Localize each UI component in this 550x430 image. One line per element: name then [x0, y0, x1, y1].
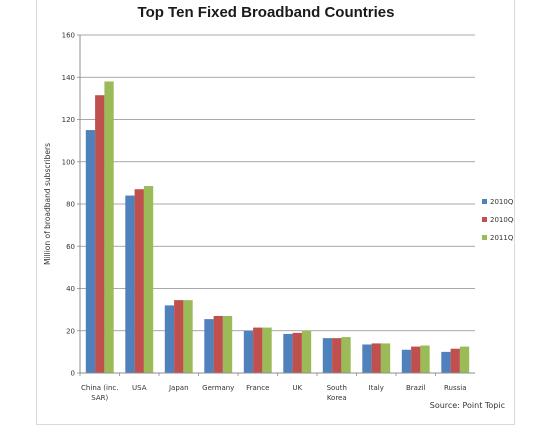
- bar-2010q1: [401, 349, 412, 373]
- bar-2011q1: [301, 330, 312, 373]
- x-category-label: USA: [132, 384, 147, 392]
- y-tick-label: 40: [66, 285, 75, 293]
- bar-2010q4: [450, 348, 460, 373]
- x-category-label: Italy: [369, 384, 384, 392]
- bar-2011q1: [104, 81, 114, 373]
- bar-2010q4: [134, 189, 144, 373]
- y-tick-label: 20: [66, 327, 75, 335]
- bar-2010q4: [253, 327, 263, 373]
- legend-swatch-2010q1: [482, 199, 487, 204]
- bar-2010q4: [292, 332, 302, 373]
- bar-2011q1: [341, 337, 351, 373]
- x-category-label: SAR): [91, 394, 108, 402]
- x-category-label: France: [246, 384, 269, 392]
- bar-2011q1: [143, 186, 154, 373]
- y-tick-label: 160: [62, 32, 75, 40]
- source-note: Source: Point Topic: [430, 401, 505, 410]
- bar-2010q1: [441, 351, 451, 373]
- bar-2010q4: [213, 315, 223, 373]
- legend-label: 2010Q1: [490, 198, 514, 206]
- bar-2011q1: [183, 300, 193, 373]
- bar-2010q1: [85, 130, 96, 373]
- bar-2010q4: [332, 338, 342, 373]
- x-category-label: UK: [292, 384, 302, 392]
- legend-label: 2010Q4: [490, 216, 514, 224]
- x-axis-categories: China (inc. SAR) USA Japan Germany France UK So…: [79, 373, 467, 402]
- y-tick-label: 100: [62, 158, 75, 166]
- y-tick-label: 80: [66, 201, 75, 209]
- bar-2011q1: [459, 346, 470, 373]
- x-category-label: Russia: [444, 384, 467, 392]
- bar-2010q4: [174, 300, 184, 373]
- bar-2010q1: [322, 338, 333, 373]
- legend-swatch-2010q4: [482, 217, 487, 222]
- x-category-label: Brazil: [406, 384, 426, 392]
- legend-swatch-2011q1: [482, 235, 487, 240]
- bar-chart: Top Ten Fixed Broadband Countries 0 20 40 6…: [43, 4, 514, 410]
- x-category-label: Korea: [327, 394, 347, 402]
- y-tick-label: 60: [66, 243, 75, 251]
- y-axis-label: Million of broadband subscribers: [43, 143, 52, 265]
- legend-label: 2011Q1: [490, 234, 514, 242]
- bar-2010q1: [204, 319, 214, 373]
- chart-title: Top Ten Fixed Broadband Countries: [138, 4, 395, 21]
- bar-2011q1: [420, 345, 430, 373]
- x-category-label: Germany: [202, 384, 234, 392]
- y-tick-label: 120: [62, 116, 75, 124]
- bars: [85, 81, 470, 374]
- bar-2011q1: [222, 315, 233, 373]
- x-category-label: China (inc.: [81, 384, 118, 392]
- legend: 2010Q1 2010Q4 2011Q1: [482, 198, 514, 242]
- bar-2010q1: [125, 195, 135, 373]
- bar-2010q1: [164, 305, 175, 373]
- bar-2010q4: [371, 343, 381, 373]
- bar-2010q1: [283, 333, 293, 373]
- bar-2011q1: [380, 343, 391, 373]
- bar-2010q1: [362, 344, 372, 373]
- chart-container: Top Ten Fixed Broadband Countries 0 20 40 6…: [36, 0, 515, 425]
- bar-2011q1: [262, 327, 272, 373]
- bar-2010q4: [411, 346, 421, 373]
- x-category-label: Japan: [168, 384, 189, 392]
- bar-2010q1: [243, 330, 254, 373]
- y-tick-label: 140: [62, 74, 75, 82]
- y-tick-label: 0: [71, 370, 75, 378]
- x-category-label: South: [327, 384, 347, 392]
- bar-2010q4: [95, 95, 105, 374]
- y-axis-ticks: 0 20 40 60 80 100 120 140 160: [62, 32, 80, 378]
